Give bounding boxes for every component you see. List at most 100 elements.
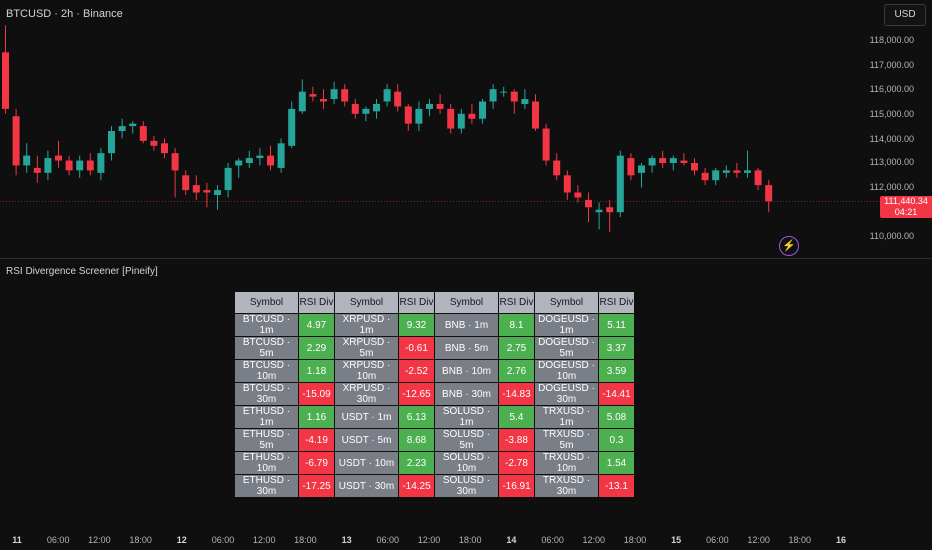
- candle-down: [733, 163, 741, 178]
- rsi-div-value-cell: 5.11: [599, 314, 634, 336]
- candle-down: [627, 153, 635, 181]
- symbol-cell: XRPUSD · 30m: [335, 383, 398, 405]
- table-row: ETHUSD · 1m 1.16 USDT · 1m 6.13 SOLUSD · 1m 5…: [235, 406, 634, 428]
- rsi-div-value-cell: 9.32: [399, 314, 434, 336]
- candle-up: [638, 163, 645, 188]
- price-tick: 113,000.00: [869, 157, 914, 167]
- symbol-cell: BNB · 10m: [435, 360, 498, 382]
- rsi-div-value-cell: 0.3: [599, 429, 634, 451]
- indicator-title: RSI Divergence Screener [Pineify]: [6, 266, 158, 277]
- rsi-div-value-cell: 3.59: [599, 360, 634, 382]
- candle-down: [171, 148, 179, 198]
- price-tick: 110,000.00: [869, 231, 914, 241]
- rsi-div-value-cell: 5.4: [499, 406, 534, 428]
- time-axis[interactable]: 11 06:00 12:00 18:00 12 06:00 12:00 18:00 13 06:0…: [0, 530, 932, 550]
- rsi-div-value-cell: 4.97: [299, 314, 334, 336]
- price-chart-pane[interactable]: BTCUSD · 2h · Binance USD 118,000.00 117…: [0, 0, 932, 258]
- rsi-div-value-cell: -13.1: [599, 475, 634, 497]
- column-header-rsi-div: RSI Div: [499, 292, 534, 313]
- candle-down: [553, 153, 561, 181]
- pane-divider[interactable]: [0, 258, 932, 259]
- candle-up: [712, 167, 720, 186]
- candle-up: [648, 155, 656, 173]
- candle-down: [267, 145, 274, 171]
- price-tick: 115,000.00: [869, 109, 914, 119]
- candle-body: [627, 158, 635, 176]
- time-tick: 12:00: [582, 535, 606, 545]
- candle-up: [669, 155, 677, 171]
- candle-body: [754, 170, 762, 186]
- candle-down: [574, 185, 582, 203]
- symbol-cell: ETHUSD · 10m: [235, 452, 298, 474]
- column-header-symbol: Symbol: [535, 292, 598, 313]
- symbol-cell: SOLUSD · 10m: [435, 452, 498, 474]
- candle-body: [648, 158, 656, 166]
- candle-down: [203, 182, 211, 208]
- candlestick-chart[interactable]: [0, 0, 880, 258]
- rsi-div-value-cell: 2.23: [399, 452, 434, 474]
- time-tick: 16: [835, 535, 847, 545]
- column-header-symbol: Symbol: [235, 292, 298, 313]
- time-tick: 12:00: [417, 535, 441, 545]
- table-row: BTCUSD · 30m -15.09 XRPUSD · 30m -12.65 BNB …: [235, 383, 634, 405]
- table-row: BTCUSD · 5m 2.29 XRPUSD · 5m -0.61 BNB · 5m 2…: [235, 337, 634, 359]
- candle-up: [362, 106, 370, 122]
- candle-up: [500, 86, 508, 97]
- candle-body: [404, 106, 412, 124]
- table-row: BTCUSD · 1m 4.97 XRPUSD · 1m 9.32 BNB · 1m 8.…: [235, 314, 634, 336]
- rsi-div-value-cell: -2.52: [399, 360, 434, 382]
- candle-up: [595, 202, 603, 230]
- candle-up: [383, 84, 391, 107]
- candle-up: [23, 143, 31, 173]
- symbol-cell: USDT · 5m: [335, 429, 398, 451]
- price-tick: 112,000.00: [869, 182, 914, 192]
- candle-body: [553, 160, 561, 176]
- candle-down: [2, 25, 9, 114]
- candle-body: [76, 160, 84, 171]
- symbol-cell: BTCUSD · 5m: [235, 337, 298, 359]
- candle-down: [447, 103, 455, 134]
- candle-down: [532, 94, 539, 132]
- candle-body: [129, 123, 137, 127]
- symbol-cell: TRXUSD · 30m: [535, 475, 598, 497]
- candle-body: [65, 160, 73, 171]
- rsi-div-value-cell: 1.16: [299, 406, 334, 428]
- candle-body: [351, 103, 359, 114]
- candle-body: [55, 155, 62, 161]
- table-row: BTCUSD · 10m 1.18 XRPUSD · 10m -2.52 BNB · 1…: [235, 360, 634, 382]
- candle-down: [150, 135, 158, 151]
- candle-down: [468, 103, 476, 124]
- price-tick: 118,000.00: [869, 35, 914, 45]
- candle-down: [139, 121, 147, 144]
- current-price-label: 111,440.34: [884, 196, 928, 206]
- lightning-bolt-icon[interactable]: ⚡: [779, 236, 799, 256]
- currency-button[interactable]: USD: [884, 4, 926, 26]
- column-header-symbol: Symbol: [335, 292, 398, 313]
- candle-down: [309, 86, 317, 102]
- symbol-cell: DOGEUSD · 30m: [535, 383, 598, 405]
- symbol-cell: ETHUSD · 30m: [235, 475, 298, 497]
- time-tick: 06:00: [706, 535, 729, 545]
- candle-up: [521, 89, 529, 109]
- candle-body: [97, 153, 105, 173]
- candle-up: [744, 150, 751, 178]
- candle-body: [521, 99, 529, 104]
- candle-body: [765, 185, 773, 202]
- candle-up: [722, 165, 730, 178]
- candle-body: [457, 113, 465, 129]
- candle-body: [12, 116, 20, 166]
- candle-up: [426, 99, 433, 117]
- candle-down: [341, 84, 349, 107]
- candle-body: [44, 158, 52, 173]
- time-tick: 13: [341, 535, 352, 545]
- candle-down: [436, 94, 444, 114]
- symbol-cell: BTCUSD · 30m: [235, 383, 298, 405]
- candle-body: [182, 175, 190, 191]
- symbol-cell: USDT · 1m: [335, 406, 398, 428]
- rsi-div-value-cell: -17.25: [299, 475, 334, 497]
- candle-body: [447, 108, 455, 129]
- symbol-cell: TRXUSD · 10m: [535, 452, 598, 474]
- candle-down: [320, 89, 327, 109]
- rsi-div-value-cell: 2.29: [299, 337, 334, 359]
- price-tick: 114,000.00: [869, 134, 914, 144]
